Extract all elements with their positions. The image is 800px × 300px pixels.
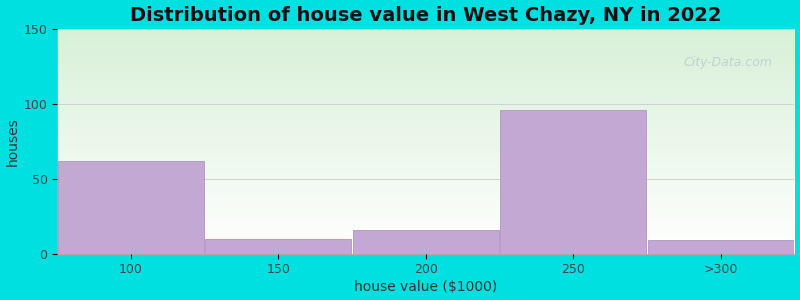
Bar bbox=[58, 161, 204, 254]
X-axis label: house value ($1000): house value ($1000) bbox=[354, 280, 498, 294]
Title: Distribution of house value in West Chazy, NY in 2022: Distribution of house value in West Chaz… bbox=[130, 6, 722, 25]
Bar bbox=[500, 110, 646, 254]
Bar bbox=[648, 240, 794, 253]
Bar bbox=[353, 230, 499, 254]
Text: City-Data.com: City-Data.com bbox=[683, 56, 772, 69]
Bar bbox=[206, 238, 351, 253]
Y-axis label: houses: houses bbox=[6, 117, 19, 166]
